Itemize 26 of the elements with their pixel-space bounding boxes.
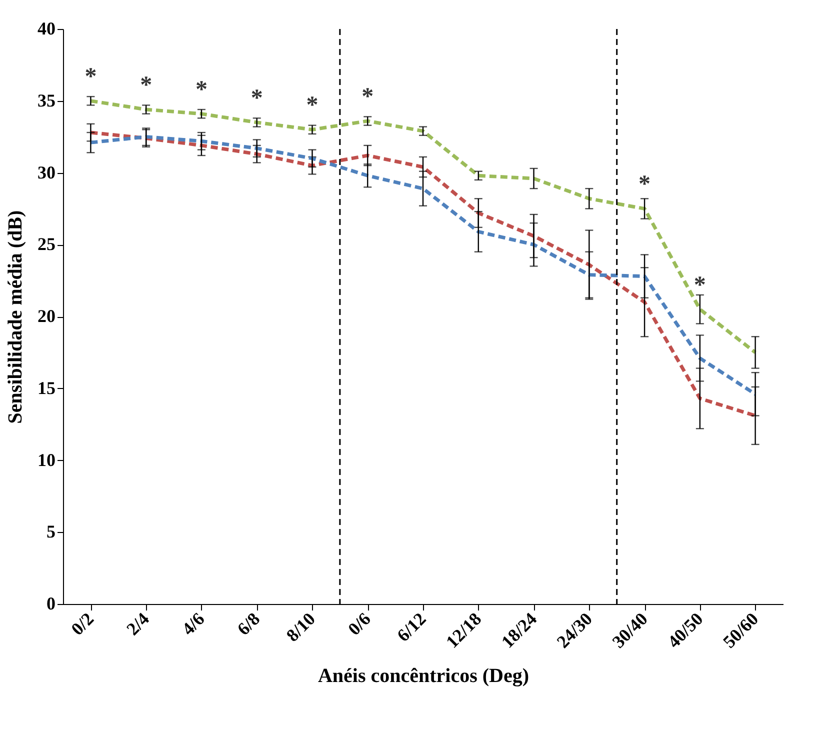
x-tick-label: 0/6	[344, 608, 374, 640]
y-tick-label: 40	[38, 18, 56, 38]
annotation: *	[84, 64, 97, 90]
x-tick-label: 6/12	[393, 608, 430, 646]
annotation: *	[362, 84, 374, 110]
x-tick-label: 8/10	[282, 608, 320, 646]
y-tick-label: 15	[38, 378, 56, 398]
x-tick-label: 4/6	[178, 608, 208, 640]
y-tick-label: 0	[46, 594, 56, 614]
annotation: *	[638, 172, 651, 198]
y-tick-label: 5	[46, 522, 56, 542]
annotation: *	[250, 85, 263, 112]
x-tick-label: 6/8	[233, 608, 264, 640]
y-axis-title: Sensibilidade média (dB)	[4, 210, 26, 424]
y-tick-label: 25	[38, 234, 56, 254]
annotation: *	[306, 92, 318, 119]
annotation: *	[140, 72, 152, 98]
x-axis-title: Anéis concêntricos (Deg)	[318, 664, 530, 687]
y-tick-label: 10	[38, 450, 56, 470]
y-tick-label: 35	[38, 90, 56, 110]
x-tick-label: 2/4	[122, 608, 153, 640]
x-tick-label: 0/2	[67, 608, 98, 640]
y-tick-label: 20	[38, 306, 56, 326]
y-tick-label: 30	[38, 162, 56, 182]
annotation: *	[694, 272, 706, 298]
annotation: *	[195, 76, 208, 103]
